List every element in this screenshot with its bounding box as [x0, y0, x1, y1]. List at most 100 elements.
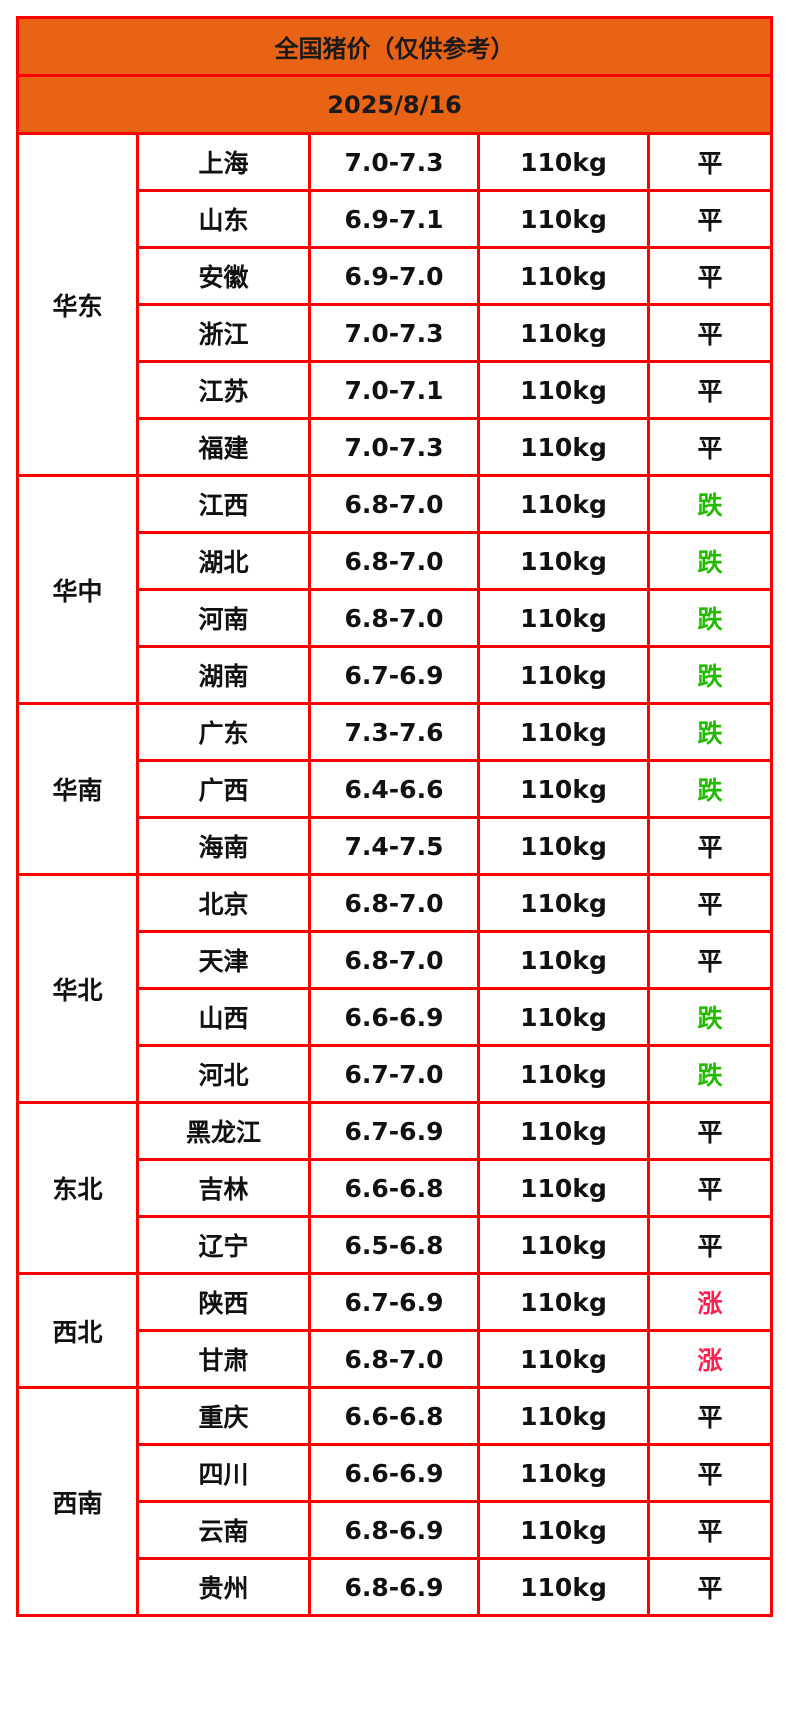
weight-cell: 110kg	[477, 930, 650, 990]
table-date: 2025/8/16	[15, 74, 774, 135]
table-row: 广西 6.4-6.6 110kg 跌	[18, 759, 774, 819]
trend-cell: 涨	[646, 1272, 774, 1332]
price-cell: 6.7-6.9	[308, 1272, 480, 1332]
province-cell: 江西	[136, 474, 311, 534]
trend-cell: 平	[646, 873, 774, 933]
table-row: 华中 江西 6.8-7.0 110kg 跌	[16, 474, 774, 705]
table-row: 甘肃 6.8-7.0 110kg 涨	[18, 1329, 774, 1389]
price-cell: 6.8-7.0	[308, 1329, 480, 1389]
weight-cell: 110kg	[477, 1044, 650, 1104]
region-cell: 西北	[16, 1272, 139, 1389]
price-cell: 7.3-7.6	[308, 702, 480, 762]
weight-cell: 110kg	[477, 588, 650, 648]
weight-cell: 110kg	[477, 1500, 650, 1560]
table-row: 海南 7.4-7.5 110kg 平	[18, 816, 774, 876]
trend-cell: 平	[646, 360, 774, 420]
weight-cell: 110kg	[477, 474, 650, 534]
region-cell: 华东	[16, 132, 139, 477]
weight-cell: 110kg	[477, 531, 650, 591]
price-cell: 6.7-6.9	[308, 1101, 480, 1161]
table-row: 云南 6.8-6.9 110kg 平	[18, 1500, 774, 1560]
province-cell: 广东	[136, 702, 311, 762]
region-cell: 西南	[16, 1386, 139, 1617]
table-title: 全国猪价（仅供参考）	[15, 16, 774, 77]
trend-cell: 平	[646, 1500, 774, 1560]
trend-cell: 跌	[646, 531, 774, 591]
province-cell: 天津	[136, 930, 311, 990]
price-cell: 6.9-7.0	[308, 246, 480, 306]
table-row: 贵州 6.8-6.9 110kg 平	[18, 1557, 774, 1617]
region-cell: 东北	[16, 1101, 139, 1275]
weight-cell: 110kg	[477, 987, 650, 1047]
price-cell: 7.0-7.3	[308, 132, 480, 192]
weight-cell: 110kg	[477, 132, 650, 192]
table-row: 山东 6.9-7.1 110kg 平	[18, 189, 774, 249]
province-cell: 河北	[136, 1044, 311, 1104]
weight-cell: 110kg	[477, 1386, 650, 1446]
trend-cell: 平	[646, 417, 774, 477]
province-cell: 湖南	[136, 645, 311, 705]
weight-cell: 110kg	[477, 1443, 650, 1503]
table-row: 天津 6.8-7.0 110kg 平	[18, 930, 774, 990]
weight-cell: 110kg	[477, 645, 650, 705]
table-row: 福建 7.0-7.3 110kg 平	[18, 417, 774, 477]
price-cell: 6.7-6.9	[308, 645, 480, 705]
province-cell: 湖北	[136, 531, 311, 591]
table-row: 河南 6.8-7.0 110kg 跌	[18, 588, 774, 648]
region-cell: 华北	[16, 873, 139, 1104]
pig-price-table: 全国猪价（仅供参考） 2025/8/16 华东 上海 7.0-7.3 110kg 平山东…	[15, 16, 774, 1617]
weight-cell: 110kg	[477, 1329, 650, 1389]
trend-cell: 平	[646, 930, 774, 990]
table-row: 西南 重庆 6.6-6.8 110kg 平	[16, 1386, 774, 1617]
table-row: 华北 北京 6.8-7.0 110kg 平	[16, 873, 774, 1104]
price-cell: 6.6-6.8	[308, 1158, 480, 1218]
table-row: 湖北 6.8-7.0 110kg 跌	[18, 531, 774, 591]
weight-cell: 110kg	[477, 1272, 650, 1332]
province-cell: 甘肃	[136, 1329, 311, 1389]
weight-cell: 110kg	[477, 303, 650, 363]
province-cell: 安徽	[136, 246, 311, 306]
weight-cell: 110kg	[477, 189, 650, 249]
title-row: 全国猪价（仅供参考）	[15, 16, 774, 77]
table-row: 辽宁 6.5-6.8 110kg 平	[18, 1215, 774, 1275]
province-cell: 山西	[136, 987, 311, 1047]
price-cell: 6.6-6.8	[308, 1386, 480, 1446]
price-cell: 6.8-6.9	[308, 1500, 480, 1560]
trend-cell: 平	[646, 246, 774, 306]
weight-cell: 110kg	[477, 702, 650, 762]
date-row: 2025/8/16	[15, 74, 774, 135]
province-cell: 吉林	[136, 1158, 311, 1218]
province-cell: 海南	[136, 816, 311, 876]
trend-cell: 平	[646, 132, 774, 192]
price-cell: 6.4-6.6	[308, 759, 480, 819]
trend-cell: 跌	[646, 645, 774, 705]
price-cell: 7.0-7.3	[308, 303, 480, 363]
weight-cell: 110kg	[477, 1101, 650, 1161]
price-cell: 6.8-7.0	[308, 930, 480, 990]
table-row: 安徽 6.9-7.0 110kg 平	[18, 246, 774, 306]
trend-cell: 平	[646, 303, 774, 363]
region-cell: 华中	[16, 474, 139, 705]
weight-cell: 110kg	[477, 873, 650, 933]
weight-cell: 110kg	[477, 360, 650, 420]
trend-cell: 平	[646, 1386, 774, 1446]
price-cell: 7.0-7.1	[308, 360, 480, 420]
province-cell: 浙江	[136, 303, 311, 363]
weight-cell: 110kg	[477, 246, 650, 306]
table-row: 湖南 6.7-6.9 110kg 跌	[18, 645, 774, 705]
price-cell: 6.8-7.0	[308, 531, 480, 591]
trend-cell: 跌	[646, 588, 774, 648]
table-row: 东北 黑龙江 6.7-6.9 110kg 平	[16, 1101, 774, 1275]
table-row: 西北 陕西 6.7-6.9 110kg 涨	[16, 1272, 774, 1389]
weight-cell: 110kg	[477, 816, 650, 876]
table-row: 浙江 7.0-7.3 110kg 平	[18, 303, 774, 363]
trend-cell: 跌	[646, 702, 774, 762]
province-cell: 广西	[136, 759, 311, 819]
table-row: 吉林 6.6-6.8 110kg 平	[18, 1158, 774, 1218]
trend-cell: 平	[646, 1443, 774, 1503]
table-row: 江苏 7.0-7.1 110kg 平	[18, 360, 774, 420]
table-row: 山西 6.6-6.9 110kg 跌	[18, 987, 774, 1047]
price-cell: 6.8-7.0	[308, 588, 480, 648]
weight-cell: 110kg	[477, 1158, 650, 1218]
table-row: 华南 广东 7.3-7.6 110kg 跌	[16, 702, 774, 876]
